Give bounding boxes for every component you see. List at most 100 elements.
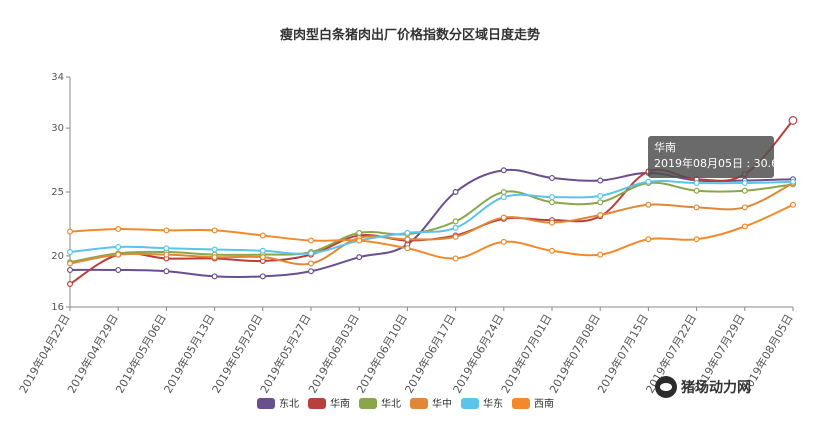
tooltip-text: 2019年08月05日 : 30.6 — [654, 157, 779, 170]
legend-label: 东北 — [279, 397, 299, 410]
data-point[interactable] — [788, 116, 798, 125]
y-tick-label: 34 — [51, 72, 64, 83]
data-point[interactable] — [211, 227, 218, 234]
data-point[interactable] — [308, 237, 315, 244]
legend-label: 华东 — [483, 397, 503, 410]
data-point[interactable] — [115, 226, 122, 233]
data-point[interactable] — [500, 214, 507, 221]
data-point[interactable] — [500, 189, 507, 196]
series-0 — [66, 167, 796, 280]
data-point[interactable] — [597, 192, 604, 199]
data-point[interactable] — [356, 237, 363, 244]
data-point[interactable] — [163, 268, 170, 275]
data-point[interactable] — [548, 174, 555, 181]
x-tick-label: 2019年06月10日 — [353, 312, 410, 396]
data-point[interactable] — [66, 266, 73, 273]
y-tick-label: 16 — [51, 302, 64, 313]
legend-swatch — [410, 398, 428, 409]
data-point[interactable] — [693, 180, 700, 187]
data-point[interactable] — [259, 247, 266, 254]
data-point[interactable] — [66, 228, 73, 235]
data-point[interactable] — [404, 229, 411, 236]
data-point[interactable] — [693, 187, 700, 194]
data-point[interactable] — [597, 212, 604, 219]
legend-swatch — [308, 398, 326, 409]
legend-swatch — [257, 398, 275, 409]
data-point[interactable] — [115, 243, 122, 250]
data-point[interactable] — [404, 236, 411, 243]
series-5 — [66, 201, 796, 262]
data-point[interactable] — [452, 233, 459, 240]
data-point[interactable] — [66, 249, 73, 256]
legend-item[interactable]: 华东 — [461, 397, 503, 410]
data-point[interactable] — [500, 167, 507, 174]
y-tick-label: 25 — [51, 187, 64, 198]
data-point[interactable] — [693, 204, 700, 211]
data-point[interactable] — [308, 268, 315, 275]
data-point[interactable] — [741, 223, 748, 230]
legend-item[interactable]: 华北 — [359, 397, 401, 410]
watermark: 猪场动力网 — [655, 376, 751, 398]
data-point[interactable] — [259, 254, 266, 261]
data-point[interactable] — [356, 254, 363, 261]
data-point[interactable] — [693, 236, 700, 243]
legend[interactable]: 东北 华南 华北 华中 华东 西南 — [257, 397, 554, 410]
legend-item[interactable]: 华中 — [410, 397, 452, 410]
data-point[interactable] — [597, 251, 604, 258]
legend-item[interactable]: 华南 — [308, 397, 350, 410]
data-point[interactable] — [356, 229, 363, 236]
y-tick-label: 20 — [51, 251, 64, 262]
data-point[interactable] — [163, 245, 170, 252]
data-point[interactable] — [597, 177, 604, 184]
data-point[interactable] — [789, 178, 796, 185]
x-tick-label: 2019年04月29日 — [64, 312, 121, 396]
data-point[interactable] — [211, 273, 218, 280]
data-point[interactable] — [500, 238, 507, 245]
data-point[interactable] — [308, 250, 315, 257]
data-point[interactable] — [597, 199, 604, 206]
data-point[interactable] — [645, 201, 652, 208]
series-line — [69, 181, 794, 264]
data-point[interactable] — [741, 180, 748, 187]
data-point[interactable] — [452, 218, 459, 225]
data-point[interactable] — [741, 204, 748, 211]
x-tick-label: 2019年06月24日 — [450, 312, 507, 396]
data-point[interactable] — [66, 281, 73, 288]
legend-label: 西南 — [534, 397, 554, 410]
data-point[interactable] — [548, 199, 555, 206]
legend-item[interactable]: 西南 — [512, 397, 554, 410]
data-point[interactable] — [452, 189, 459, 196]
data-point[interactable] — [452, 224, 459, 231]
data-point[interactable] — [211, 254, 218, 261]
data-point[interactable] — [645, 178, 652, 185]
series-line — [69, 179, 794, 255]
data-point[interactable] — [789, 201, 796, 208]
data-point[interactable] — [548, 219, 555, 226]
data-point[interactable] — [66, 260, 73, 267]
data-point[interactable] — [259, 232, 266, 239]
series-2 — [66, 180, 796, 266]
chart-title: 瘦肉型白条猪肉出厂价格指数分区域日度走势 — [280, 27, 540, 43]
data-point[interactable] — [115, 251, 122, 258]
series-line — [69, 203, 794, 260]
data-point[interactable] — [500, 194, 507, 201]
data-point[interactable] — [211, 246, 218, 253]
data-point[interactable] — [308, 260, 315, 267]
data-point[interactable] — [259, 273, 266, 280]
data-tooltip: 华南 2019年08月05日 : 30.6 — [648, 136, 779, 178]
data-point[interactable] — [163, 227, 170, 234]
legend-swatch — [461, 398, 479, 409]
series-line — [69, 182, 794, 266]
watermark-text: 猪场动力网 — [681, 380, 751, 396]
legend-swatch — [512, 398, 530, 409]
data-point[interactable] — [452, 255, 459, 262]
data-point[interactable] — [163, 251, 170, 258]
data-point[interactable] — [548, 194, 555, 201]
data-point[interactable] — [548, 247, 555, 254]
data-point[interactable] — [404, 245, 411, 252]
legend-item[interactable]: 东北 — [257, 397, 299, 410]
data-point[interactable] — [115, 266, 122, 273]
series-line — [69, 168, 794, 279]
data-point[interactable] — [741, 187, 748, 194]
data-point[interactable] — [645, 236, 652, 243]
